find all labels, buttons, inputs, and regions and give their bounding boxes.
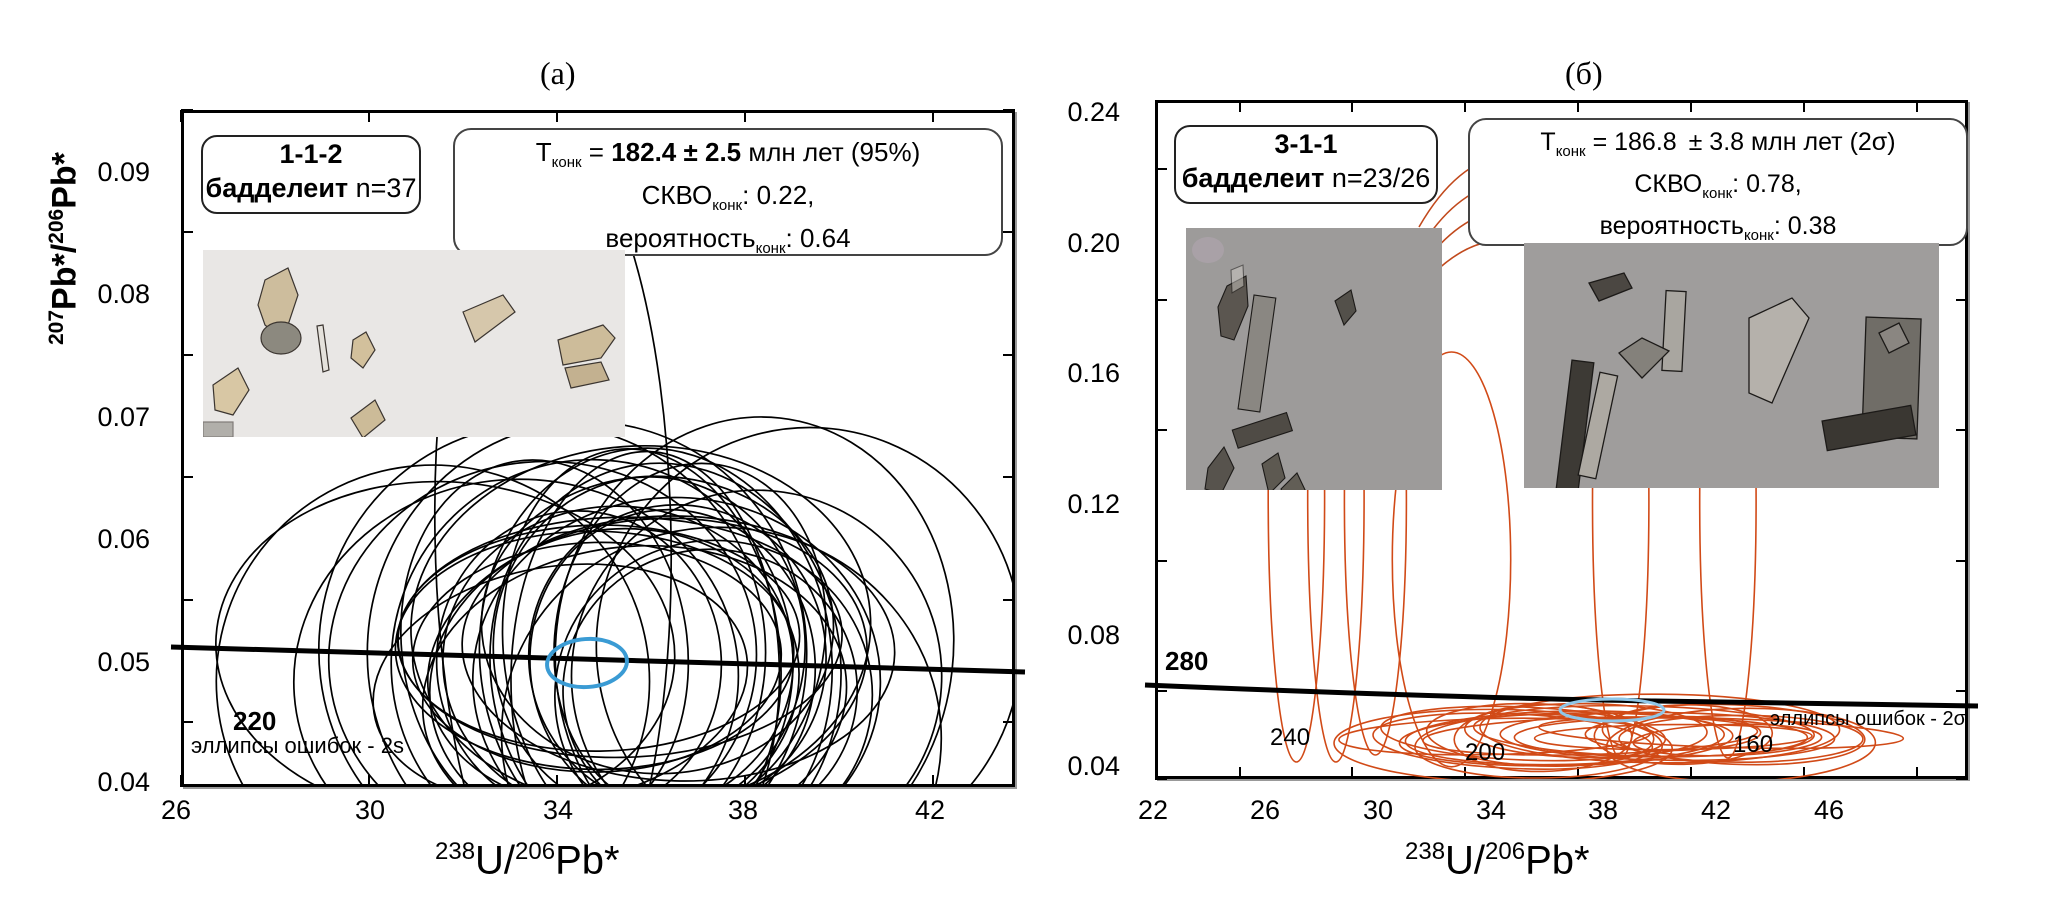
- svg-text:220: 220: [233, 706, 276, 736]
- svg-text:280: 280: [1165, 646, 1208, 676]
- svg-text:160: 160: [1733, 731, 1773, 758]
- svg-text:эллипсы ошибок - 2σ: эллипсы ошибок - 2σ: [1770, 708, 1967, 730]
- svg-text:эллипсы ошибок - 2s: эллипсы ошибок - 2s: [191, 733, 404, 758]
- svg-text:200: 200: [1465, 739, 1505, 766]
- svg-text:240: 240: [1270, 724, 1310, 751]
